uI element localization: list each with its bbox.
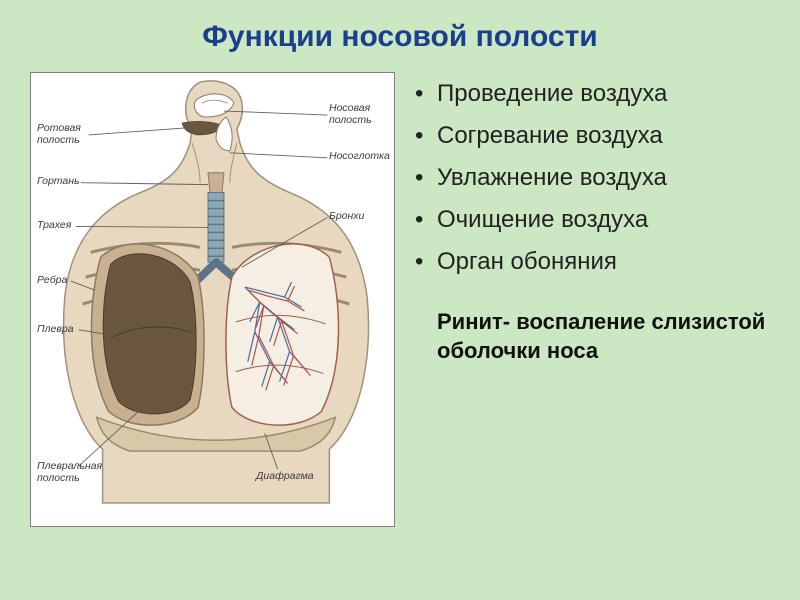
bullet-item: Увлажнение воздуха [415,164,770,192]
bullet-item: Проведение воздуха [415,80,770,108]
label-bronchi: Бронхи [329,211,364,223]
anatomy-diagram: Ротоваяполость Гортань Трахея Ребра Плев… [30,72,395,527]
bullet-item: Очищение воздуха [415,206,770,234]
bullet-list: Проведение воздуха Согревание воздуха Ув… [415,72,770,527]
slide: Функции носовой полости [0,0,800,600]
label-diaphragm: Диафрагма [256,471,314,483]
label-trachea: Трахея [37,220,71,232]
note-text: Ринит- воспаление слизистой оболочки нос… [415,308,770,365]
label-ribs: Ребра [37,275,67,287]
label-pleural-cavity: Плевральная полость [37,461,107,484]
label-pleura: Плевра [37,324,74,336]
bullet-item: Орган обоняния [415,248,770,276]
label-larynx: Гортань [37,176,80,188]
anatomy-svg [31,73,394,526]
bullet-item: Согревание воздуха [415,122,770,150]
label-nasopharynx: Носоглотка [329,151,390,163]
label-oral-cavity: Ротоваяполость [37,123,81,146]
label-nasal-cavity: Носовая полость [329,103,389,126]
content-row: Ротоваяполость Гортань Трахея Ребра Плев… [30,72,770,527]
page-title: Функции носовой полости [30,20,770,54]
